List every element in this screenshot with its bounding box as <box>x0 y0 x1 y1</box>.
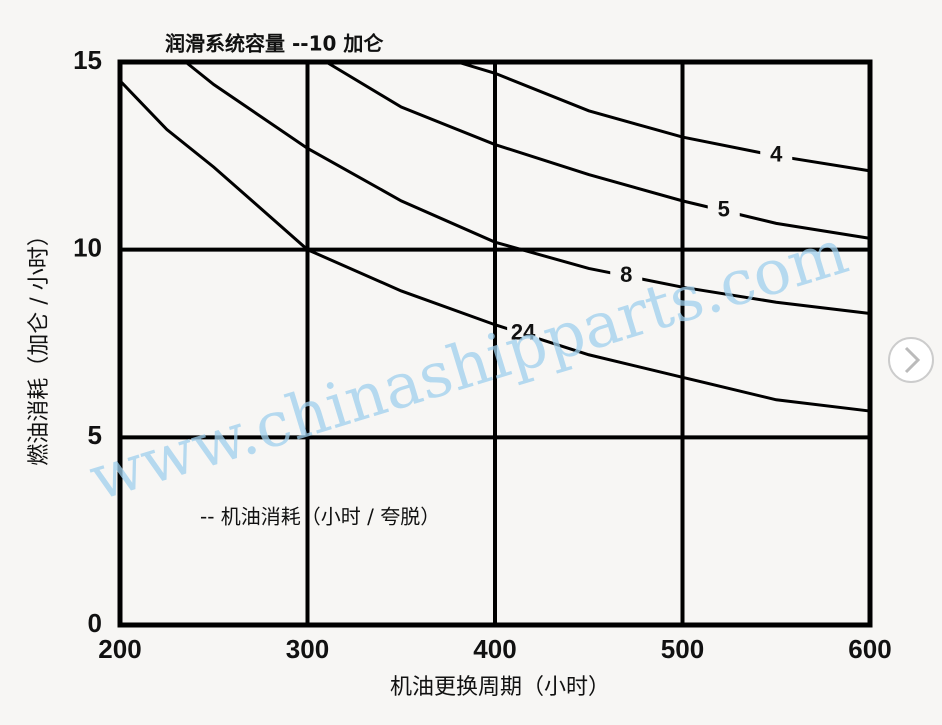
y-tick-label: 5 <box>88 420 102 450</box>
x-tick-label: 400 <box>473 634 516 664</box>
plot-frame <box>117 59 873 628</box>
watermark: www.chinashipparts.com <box>81 215 856 515</box>
curve-label: 4 <box>770 142 783 167</box>
x-axis-label: 机油更换周期（小时） <box>390 675 610 700</box>
label-gap <box>507 320 540 347</box>
x-tick-label: 600 <box>848 634 891 664</box>
next-button[interactable] <box>888 337 934 383</box>
curve <box>325 60 871 240</box>
curve-label: 5 <box>718 197 730 222</box>
next-button-arrow[interactable] <box>904 346 921 374</box>
chart-title: 润滑系统容量 --10 加仑 <box>165 32 384 56</box>
label-gap <box>760 142 793 169</box>
x-tick-label: 200 <box>98 634 141 664</box>
next-button-circle[interactable] <box>888 337 934 383</box>
curve-label: 8 <box>620 262 632 287</box>
curve <box>457 60 871 173</box>
y-tick-label: 0 <box>88 608 102 638</box>
curve <box>118 79 871 413</box>
label-gap <box>707 197 740 224</box>
y-tick-label: 10 <box>73 233 102 263</box>
label-gap <box>610 262 643 289</box>
y-axis-label: 燃油消耗（加仑 / 小时） <box>27 224 52 465</box>
y-tick-label: 15 <box>73 45 102 75</box>
curve <box>184 60 871 315</box>
x-tick-label: 300 <box>286 634 329 664</box>
x-tick-label: 500 <box>661 634 704 664</box>
curve-label: 24 <box>511 320 536 345</box>
annotation: -- 机油消耗（小时 / 夸脱） <box>200 505 440 529</box>
